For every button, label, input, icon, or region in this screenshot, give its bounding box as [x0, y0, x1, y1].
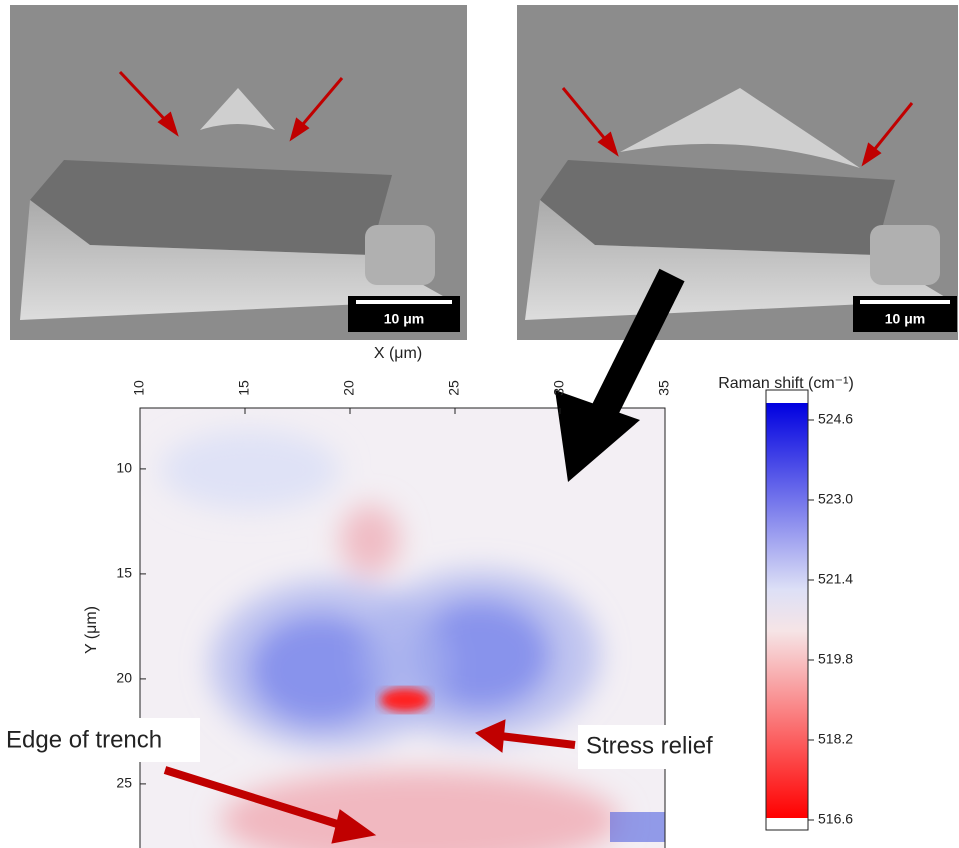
x-tick-label: 20	[341, 380, 357, 396]
colorbar-tick-label: 521.4	[818, 571, 853, 587]
sem-image: 10 μm	[517, 5, 958, 340]
colorbar-tick-label: 516.6	[818, 811, 853, 827]
y-tick-label: 25	[116, 775, 132, 791]
heatmap	[140, 408, 665, 848]
x-tick-label: 15	[236, 380, 252, 396]
annotation: Edge of trench	[6, 726, 162, 753]
sem-image: 10 μm	[10, 5, 467, 340]
scale-bar-label: 10 μm	[885, 311, 925, 327]
x-tick-label: 35	[656, 380, 672, 396]
annotation: Stress relief	[586, 732, 713, 759]
x-axis-label: X (μm)	[374, 345, 422, 362]
colorbar-tick-label: 518.2	[818, 731, 853, 747]
y-tick-label: 20	[116, 670, 132, 686]
scale-bar-label: 10 μm	[384, 311, 424, 327]
colorbar-tick-label: 523.0	[818, 491, 853, 507]
y-axis-label: Y (μm)	[83, 606, 100, 654]
y-tick-label: 10	[116, 460, 132, 476]
colorbar-gradient	[767, 403, 808, 818]
figure: 10 μm 10 μm	[0, 0, 959, 848]
colorbar-label: Raman shift (cm⁻¹)	[718, 375, 854, 392]
x-tick-label: 25	[446, 380, 462, 396]
colorbar-tick-label: 519.8	[818, 651, 853, 667]
x-tick-label: 30	[551, 380, 567, 396]
x-tick-label: 10	[131, 380, 147, 396]
y-tick-label: 15	[116, 565, 132, 581]
colorbar-tick-label: 524.6	[818, 411, 853, 427]
